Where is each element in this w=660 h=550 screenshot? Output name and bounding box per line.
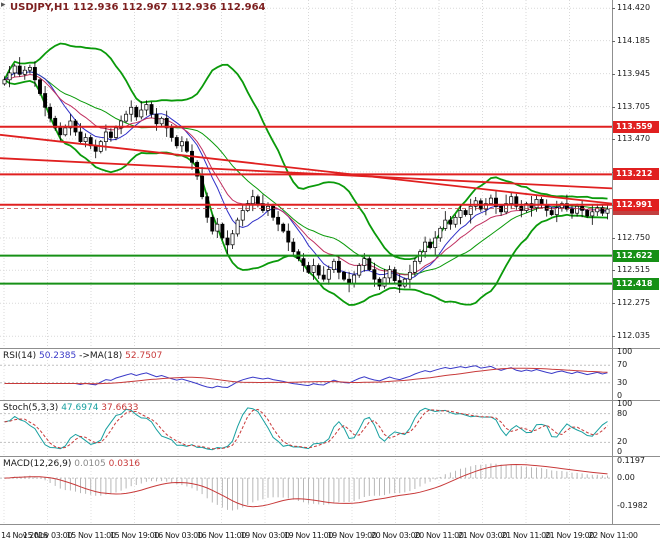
time-axis-label[interactable]: 20 Nov 03:00 [370, 531, 421, 540]
macd-header: MACD(12,26,9) 0.0105 0.0316 [3, 459, 140, 469]
price-tick-mark [612, 8, 615, 10]
price-tick-label: 113.470 [617, 133, 651, 143]
stoch-d-line [4, 408, 608, 450]
price-tick-mark [612, 270, 615, 272]
time-axis-label[interactable]: 15 Nov 19:00 [109, 531, 160, 540]
macd-scale-label: 0.00 [617, 473, 635, 483]
stoch-scale-label: 80 [617, 408, 628, 418]
price-tick-label: 114.420 [617, 3, 651, 13]
rsi-scale-label: 100 [617, 347, 633, 356]
panel-separator [0, 348, 660, 349]
rsi-ma-value: 52.7507 [125, 351, 163, 361]
price-level-badge: 113.212 [613, 168, 659, 181]
price-tick-label: 112.515 [617, 265, 651, 275]
support-resistance-lines [0, 125, 612, 285]
rsi-header: RSI(14) 50.2385 ->MA(18) 52.7507 [3, 351, 162, 361]
rsi-canvas[interactable] [0, 348, 612, 400]
stoch-scale-label: 100 [617, 399, 633, 408]
stoch-scale-label: 20 [617, 437, 628, 447]
candle-series [2, 57, 610, 293]
time-axis-label[interactable]: 14 Nov 2018 [1, 531, 48, 540]
price-tick-mark [612, 336, 615, 338]
price-tick-mark [612, 40, 615, 42]
price-tick-label: 112.750 [617, 233, 651, 242]
chart-ohlc-title: USDJPY,H1 112.936 112.967 112.936 112.96… [10, 2, 266, 13]
price-axis-border [612, 0, 613, 524]
rsi-line [4, 365, 608, 389]
rsi-ma-name: MA(18) [89, 351, 123, 361]
macd-main-value: 0.0105 [74, 459, 106, 469]
time-axis-label[interactable]: 21 Nov 11:00 [501, 531, 551, 540]
trendlines [0, 133, 612, 205]
price-tick-mark [612, 106, 615, 108]
one-click-trading-icon[interactable]: ▸ [1, 0, 6, 10]
price-tick-label: 113.705 [617, 101, 651, 111]
macd-histogram [9, 463, 608, 511]
time-axis-label[interactable]: 16 Nov 03:00 [153, 531, 203, 540]
price-level-badge: 112.622 [613, 249, 659, 262]
bollinger-bands [3, 42, 608, 306]
price-level-badge: 113.559 [613, 120, 659, 133]
price-tick-mark [612, 303, 615, 305]
macd-scale-label: 0.1197 [617, 456, 645, 466]
macd-signal-line [4, 463, 608, 508]
rsi-scale-label: 30 [617, 377, 628, 387]
time-axis-label[interactable]: 19 Nov 19:00 [327, 531, 377, 540]
stoch-k-value: 47.6974 [61, 403, 99, 413]
panel-separator [0, 524, 660, 525]
time-axis-label[interactable]: 15 Nov 03:00 [22, 531, 73, 540]
price-tick-label: 112.275 [617, 298, 651, 308]
price-tick-label: 112.035 [617, 331, 651, 341]
stochastic-canvas[interactable] [0, 400, 612, 456]
time-axis-label[interactable]: 20 Nov 11:00 [414, 531, 464, 540]
price-tick-label: 114.185 [617, 35, 651, 45]
rsi-scale-label: 70 [617, 360, 628, 370]
price-tick-mark [612, 73, 615, 75]
stoch-k-line [4, 407, 608, 451]
price-tick-mark [612, 238, 615, 239]
time-axis-label[interactable]: 21 Nov 03:00 [457, 531, 508, 540]
macd-canvas[interactable] [0, 456, 612, 524]
time-axis-label[interactable]: 22 Nov 11:00 [588, 531, 638, 540]
rsi-ma-line [4, 367, 608, 385]
time-axis-label[interactable]: 19 Nov 11:00 [283, 531, 334, 540]
rsi-ma-arrow: -> [79, 351, 90, 361]
ma-medium-line [4, 73, 608, 276]
time-axis-label[interactable]: 16 Nov 11:00 [196, 531, 247, 540]
panel-separator [0, 456, 660, 457]
rsi-scale-label: 0 [617, 391, 623, 400]
macd-name: MACD(12,26,9) [3, 459, 72, 469]
macd-scale-label: -0.1982 [617, 500, 648, 510]
price-tick-mark [612, 138, 615, 140]
stoch-name: Stoch(5,3,3) [3, 403, 59, 413]
stoch-scale-label: 0 [617, 447, 623, 456]
rsi-name: RSI(14) [3, 351, 37, 361]
stoch-header: Stoch(5,3,3) 47.6974 37.6633 [3, 403, 139, 413]
time-axis-label[interactable]: 19 Nov 03:00 [240, 531, 290, 540]
panel-separator [0, 400, 660, 401]
rsi-value: 50.2385 [38, 351, 77, 361]
price-level-badge: 112.991 [613, 198, 659, 211]
time-axis-label[interactable]: 21 Nov 19:00 [544, 531, 595, 540]
macd-signal-value: 0.0316 [108, 459, 141, 469]
stoch-d-value: 37.6633 [101, 403, 139, 413]
price-tick-label: 113.945 [617, 68, 651, 78]
time-axis-label[interactable]: 15 Nov 11:00 [66, 531, 116, 540]
price-level-badge: 112.418 [613, 277, 659, 290]
price-chart-canvas[interactable] [0, 0, 612, 348]
